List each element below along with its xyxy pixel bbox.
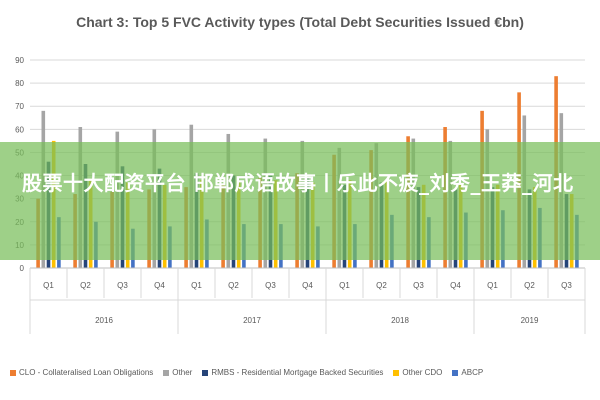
x-tick-label: Q2 bbox=[228, 281, 239, 290]
legend-label: CLO - Collateralised Loan Obligations bbox=[19, 368, 154, 377]
legend-label: Other CDO bbox=[402, 368, 443, 377]
y-tick-label: 80 bbox=[15, 79, 24, 88]
x-tick-label: Q1 bbox=[43, 281, 54, 290]
x-tick-label: Q4 bbox=[450, 281, 461, 290]
legend-item: RMBS - Residential Mortgage Backed Secur… bbox=[202, 368, 383, 377]
watermark-banner bbox=[0, 142, 600, 260]
x-tick-label: Q1 bbox=[191, 281, 202, 290]
legend-label: RMBS - Residential Mortgage Backed Secur… bbox=[211, 368, 384, 377]
x-tick-label: Q2 bbox=[376, 281, 387, 290]
x-tick-label: Q4 bbox=[154, 281, 165, 290]
legend-item: CLO - Collateralised Loan Obligations bbox=[10, 368, 153, 377]
legend-swatch bbox=[452, 369, 459, 376]
y-tick-label: 60 bbox=[15, 125, 24, 134]
y-tick-label: 90 bbox=[15, 56, 24, 65]
y-tick-label: 70 bbox=[15, 102, 24, 111]
year-group-label: 2018 bbox=[391, 316, 409, 325]
x-tick-label: Q3 bbox=[413, 281, 424, 290]
x-tick-label: Q3 bbox=[561, 281, 572, 290]
x-tick-label: Q2 bbox=[524, 281, 535, 290]
legend-item: Other CDO bbox=[393, 368, 442, 377]
x-tick-label: Q1 bbox=[487, 281, 498, 290]
year-group-label: 2016 bbox=[95, 316, 113, 325]
x-tick-label: Q1 bbox=[339, 281, 350, 290]
x-tick-label: Q4 bbox=[302, 281, 313, 290]
x-tick-label: Q3 bbox=[265, 281, 276, 290]
legend-swatch bbox=[202, 369, 209, 376]
chart-title: Chart 3: Top 5 FVC Activity types (Total… bbox=[76, 14, 524, 30]
legend-label: Other bbox=[172, 368, 193, 377]
legend-label: ABCP bbox=[461, 368, 484, 377]
legend-swatch bbox=[10, 369, 16, 376]
x-tick-label: Q2 bbox=[80, 281, 91, 290]
y-tick-label: 0 bbox=[20, 264, 25, 273]
watermark-text: 股票十大配资平台 邯郸成语故事丨乐此不疲_刘秀_王莽_河北 bbox=[22, 171, 574, 195]
chart-legend: CLO - Collateralised Loan Obligations Oth… bbox=[10, 368, 595, 378]
legend-swatch bbox=[163, 369, 170, 376]
year-group-label: 2019 bbox=[521, 316, 539, 325]
legend-item: ABCP bbox=[452, 368, 483, 377]
year-group-label: 2017 bbox=[243, 316, 261, 325]
legend-swatch bbox=[393, 369, 400, 376]
legend-item: Other bbox=[163, 368, 192, 377]
x-tick-label: Q3 bbox=[117, 281, 128, 290]
